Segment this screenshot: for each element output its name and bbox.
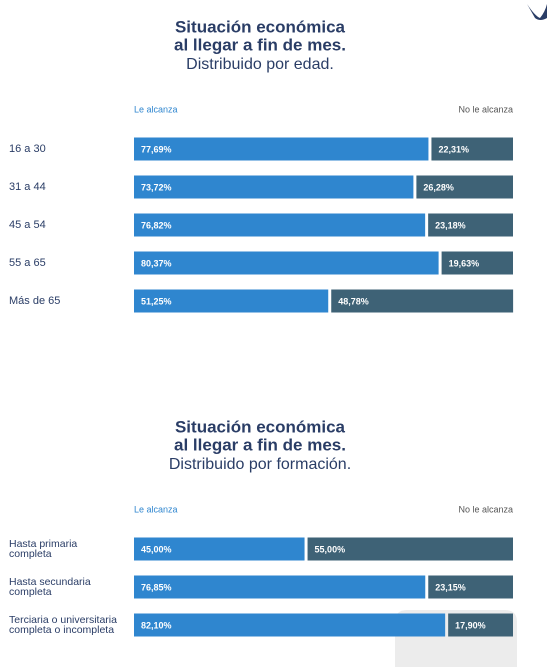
chart-title: al llegar a fin de mes.	[174, 35, 346, 54]
bar-segment	[134, 251, 439, 275]
bar-segment	[428, 575, 513, 599]
data-label: 77,69%	[141, 144, 172, 154]
bar-segment	[134, 175, 414, 199]
chart-title: Situación económica	[175, 417, 346, 436]
chart-subtitle: Distribuido por formación.	[169, 456, 351, 473]
bar-segment	[134, 537, 305, 561]
data-label: 22,31%	[438, 144, 469, 154]
data-label: 55,00%	[315, 544, 346, 554]
category-label: 31 a 44	[9, 181, 46, 193]
data-label: 73,72%	[141, 182, 172, 192]
category-label: 16 a 30	[9, 143, 46, 155]
bar-segment	[416, 175, 513, 199]
category-label: Hasta primaria	[9, 538, 77, 550]
bar-segment	[431, 137, 513, 161]
legend-label: Le alcanza	[134, 104, 178, 114]
data-label: 23,18%	[435, 220, 466, 230]
category-label: 55 a 65	[9, 257, 46, 269]
category-label: Hasta secundaria	[9, 576, 91, 588]
bar-segment	[134, 575, 426, 599]
chart-title: Situación económica	[175, 17, 346, 36]
data-label: 17,90%	[455, 620, 486, 630]
data-label: 51,25%	[141, 296, 172, 306]
category-label: Terciaria o universitaria	[9, 614, 117, 626]
chart-title: al llegar a fin de mes.	[174, 435, 346, 454]
bar-segment	[307, 537, 513, 561]
logo	[527, 4, 547, 20]
bar-segment	[134, 613, 446, 637]
bar-segment	[134, 137, 429, 161]
legend-label: Le alcanza	[134, 504, 178, 514]
data-label: 80,37%	[141, 258, 172, 268]
chart-subtitle: Distribuido por edad.	[186, 56, 334, 73]
legend-label: No le alcanza	[458, 104, 513, 114]
data-label: 48,78%	[338, 296, 369, 306]
bar-segment	[331, 289, 514, 313]
category-label: completa	[9, 586, 52, 598]
data-label: 45,00%	[141, 544, 172, 554]
bar-segment	[441, 251, 513, 275]
category-label: completa	[9, 548, 52, 560]
data-label: 26,28%	[423, 182, 454, 192]
data-label: 76,85%	[141, 582, 172, 592]
category-label: completa o incompleta	[9, 624, 114, 636]
bar-segment	[428, 213, 513, 237]
category-label: 45 a 54	[9, 219, 46, 231]
category-label: Más de 65	[9, 295, 60, 307]
data-label: 82,10%	[141, 620, 172, 630]
data-label: 19,63%	[449, 258, 480, 268]
bar-segment	[134, 289, 329, 313]
data-label: 23,15%	[435, 582, 466, 592]
bar-segment	[134, 213, 426, 237]
data-label: 76,82%	[141, 220, 172, 230]
bar-segment	[448, 613, 513, 637]
legend-label: No le alcanza	[458, 504, 513, 514]
